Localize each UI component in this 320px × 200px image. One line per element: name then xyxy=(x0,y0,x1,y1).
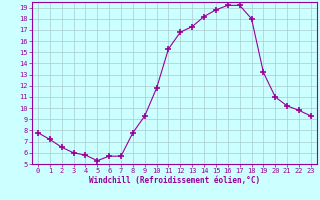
X-axis label: Windchill (Refroidissement éolien,°C): Windchill (Refroidissement éolien,°C) xyxy=(89,176,260,185)
